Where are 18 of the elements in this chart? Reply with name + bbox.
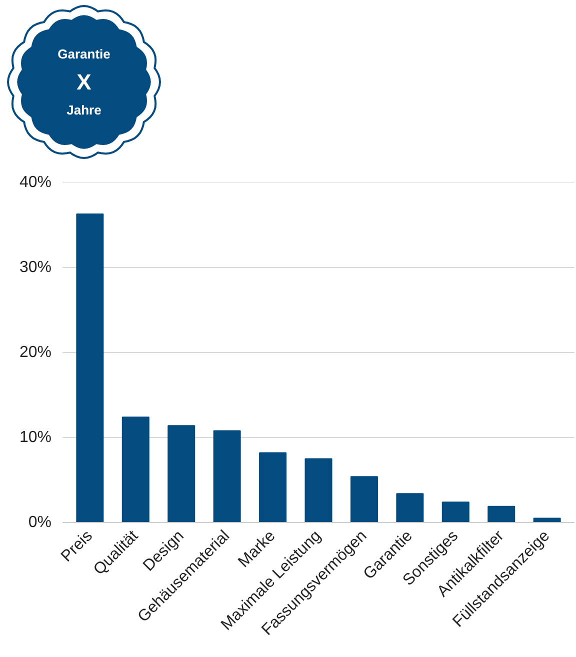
- bar: [259, 452, 287, 522]
- y-tick-label: 40%: [19, 174, 52, 191]
- bar: [122, 416, 150, 522]
- bar: [304, 458, 332, 522]
- bar: [488, 506, 516, 522]
- bar: [442, 502, 470, 522]
- text: Jahre: [66, 102, 102, 118]
- y-tick-label: 30%: [19, 259, 52, 276]
- y-tick-label: 20%: [19, 344, 52, 361]
- bar: [213, 430, 241, 522]
- bar: [168, 425, 196, 522]
- y-tick-label: 10%: [19, 429, 52, 446]
- bar: [350, 476, 378, 522]
- text: Garantie: [58, 46, 110, 62]
- bar: [396, 493, 424, 522]
- text: X: [76, 70, 92, 94]
- bar: [76, 213, 104, 522]
- y-tick-label: 0%: [28, 514, 52, 531]
